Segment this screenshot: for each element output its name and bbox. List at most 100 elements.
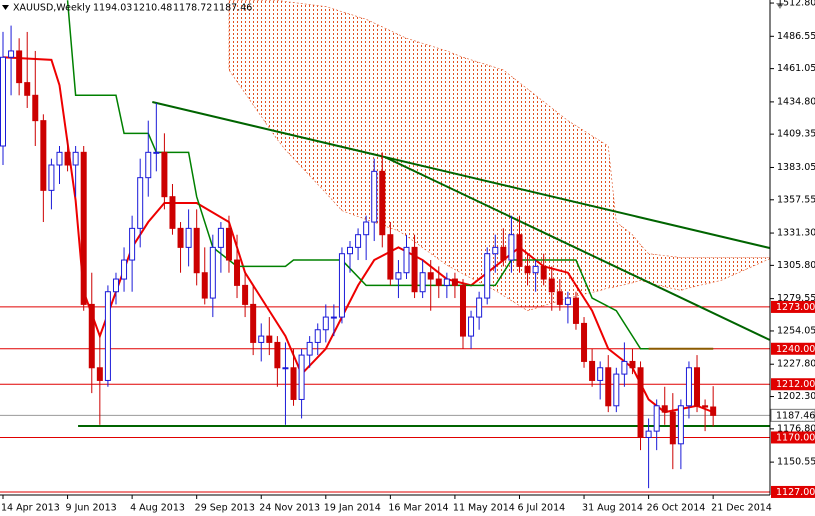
candle-body bbox=[427, 272, 434, 280]
level-label: 1273.00 bbox=[776, 302, 815, 313]
candle-body bbox=[258, 335, 265, 343]
candle-body bbox=[379, 170, 386, 236]
indicator-line bbox=[66, 0, 714, 350]
candle-body bbox=[710, 406, 717, 416]
candle-body bbox=[201, 272, 208, 299]
candle-body bbox=[72, 151, 79, 166]
candle-body bbox=[637, 367, 644, 438]
candle-body bbox=[355, 234, 362, 248]
candle-body bbox=[225, 227, 232, 261]
candle-body bbox=[338, 253, 345, 318]
candle-body bbox=[153, 151, 160, 154]
candle-body bbox=[347, 246, 354, 255]
y-tick-label: 1305.80 bbox=[777, 260, 815, 271]
candle-body bbox=[64, 151, 71, 166]
candle-body bbox=[540, 265, 547, 280]
candle-body bbox=[403, 246, 410, 274]
candle-body bbox=[694, 367, 701, 407]
candle-body bbox=[129, 227, 136, 261]
y-tick-label: 1150.55 bbox=[777, 457, 815, 468]
header-open: 1194.03 bbox=[93, 3, 132, 14]
candle-body bbox=[363, 221, 370, 236]
candle-body bbox=[685, 367, 692, 407]
x-tick-label: 26 Oct 2014 bbox=[647, 503, 706, 514]
y-tick-label: 1176.80 bbox=[777, 423, 815, 434]
indicator-line bbox=[152, 101, 770, 249]
candle-body bbox=[306, 341, 313, 356]
x-tick-label: 21 Dec 2014 bbox=[711, 503, 772, 514]
x-tick-label: 9 Jun 2013 bbox=[66, 503, 117, 514]
header-low: 1178.72 bbox=[173, 3, 212, 14]
y-tick-label: 1357.55 bbox=[777, 194, 815, 205]
y-tick-label: 1331.30 bbox=[777, 228, 815, 239]
candle-body bbox=[532, 265, 539, 274]
candle-body bbox=[330, 316, 337, 319]
candle-body bbox=[492, 246, 499, 255]
candle-body bbox=[621, 360, 628, 375]
candle-body bbox=[484, 253, 491, 299]
candle-body bbox=[121, 259, 128, 280]
candle-body bbox=[234, 259, 241, 286]
header-high: 1210.48 bbox=[133, 3, 172, 14]
candle-body bbox=[322, 316, 329, 331]
y-tick-label: 1254.05 bbox=[777, 325, 815, 336]
candle-body bbox=[669, 411, 676, 445]
candle-body bbox=[177, 227, 184, 248]
candle-body bbox=[387, 234, 394, 280]
candle-body bbox=[516, 234, 523, 267]
candle-body bbox=[80, 151, 87, 305]
candle-body bbox=[16, 50, 23, 84]
candle-body bbox=[435, 278, 442, 286]
x-tick-label: 16 Mar 2014 bbox=[388, 503, 448, 514]
y-tick-label: 1486.55 bbox=[777, 31, 815, 42]
candle-body bbox=[8, 50, 15, 58]
candle-body bbox=[556, 291, 563, 305]
x-tick-label: 6 Jul 2014 bbox=[517, 503, 565, 514]
candle-body bbox=[645, 430, 652, 438]
candle-body bbox=[282, 367, 289, 370]
candle-body bbox=[96, 367, 103, 381]
candle-body bbox=[677, 405, 684, 445]
x-tick-label: 14 Apr 2013 bbox=[1, 503, 60, 514]
menu-arrow-icon[interactable] bbox=[2, 5, 9, 10]
candle-body bbox=[40, 120, 47, 191]
candle-body bbox=[629, 360, 636, 369]
current-price-badge bbox=[770, 408, 815, 422]
x-tick-label: 19 Jan 2014 bbox=[324, 503, 381, 514]
level-badge bbox=[771, 342, 815, 355]
x-tick-label: 4 Aug 2013 bbox=[130, 503, 185, 514]
candle-body bbox=[661, 405, 668, 413]
candle-body bbox=[524, 265, 531, 274]
candle-body bbox=[451, 278, 458, 286]
candle-body bbox=[0, 56, 6, 147]
candle-body bbox=[314, 329, 321, 343]
candle-body bbox=[371, 170, 378, 223]
level-badge bbox=[771, 378, 815, 391]
candle-body bbox=[104, 291, 111, 381]
level-label: 1170.00 bbox=[776, 432, 815, 443]
candle-body bbox=[24, 82, 31, 96]
candle-body bbox=[274, 341, 281, 369]
candle-body bbox=[411, 246, 418, 293]
candle-body bbox=[217, 227, 224, 248]
current-price-label: 1187.46 bbox=[776, 410, 815, 421]
candle-body bbox=[161, 151, 168, 198]
candle-body bbox=[48, 164, 55, 191]
candle-body bbox=[112, 278, 119, 293]
candle-body bbox=[395, 272, 402, 280]
y-tick-label: 1434.80 bbox=[777, 96, 815, 107]
level-label: 1240.00 bbox=[776, 344, 815, 355]
candle-body bbox=[88, 303, 95, 369]
candle-body bbox=[443, 278, 450, 286]
candle-body bbox=[564, 297, 571, 305]
shift-marker-icon bbox=[776, 3, 784, 9]
level-badge bbox=[771, 431, 815, 444]
candle-body bbox=[290, 367, 297, 400]
candle-body bbox=[266, 335, 273, 343]
y-tick-label: 1227.80 bbox=[777, 359, 815, 370]
candle-body bbox=[56, 151, 63, 166]
candle-body bbox=[500, 246, 507, 261]
candle-body bbox=[605, 367, 612, 407]
chart-title: XAUUSD,Weekly bbox=[13, 3, 91, 14]
candle-body bbox=[702, 405, 709, 408]
